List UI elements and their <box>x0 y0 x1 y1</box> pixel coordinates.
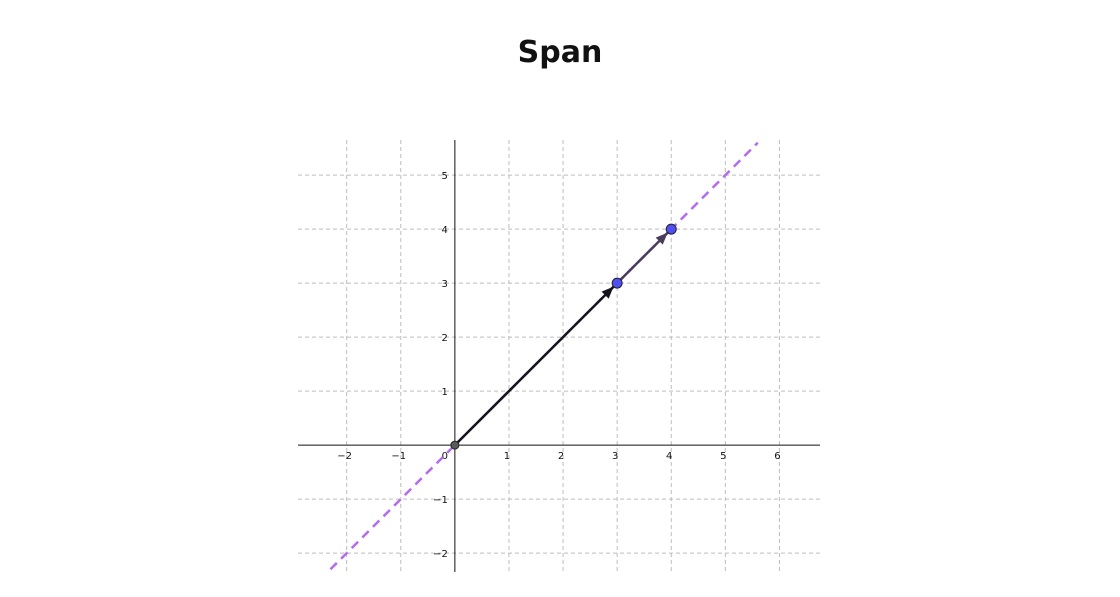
x-tick-label: 2 <box>558 451 564 462</box>
point <box>665 223 677 235</box>
y-tick-label: 5 <box>441 171 447 182</box>
y-tick-label: 1 <box>441 387 447 398</box>
x-tick-label: 3 <box>612 451 618 462</box>
vector-arrowhead <box>655 232 668 245</box>
plot-area: −3 −2 −1 0 1 2 3 4 5 6 −2 −1 1 2 3 4 5 <box>283 140 820 572</box>
point <box>450 440 460 450</box>
x-tick-label: 6 <box>774 451 780 462</box>
y-tick-label: −1 <box>433 495 448 506</box>
x-tick-label: −1 <box>391 451 406 462</box>
x-tick-label: 1 <box>504 451 510 462</box>
y-tick-label: 2 <box>441 333 447 344</box>
vector-arrowhead <box>601 286 614 299</box>
y-tick-label: −2 <box>433 549 448 560</box>
x-tick-label: 4 <box>666 451 672 462</box>
x-tick-label: −2 <box>337 451 352 462</box>
point <box>611 277 623 289</box>
x-tick-label: 5 <box>720 451 726 462</box>
x-tick-label: −3 <box>283 451 298 462</box>
chart-title: Span <box>518 35 603 70</box>
vector <box>453 282 619 446</box>
y-tick-label: 4 <box>441 225 447 236</box>
x-tick-label: 0 <box>442 451 448 462</box>
y-tick-label: 3 <box>441 279 447 290</box>
